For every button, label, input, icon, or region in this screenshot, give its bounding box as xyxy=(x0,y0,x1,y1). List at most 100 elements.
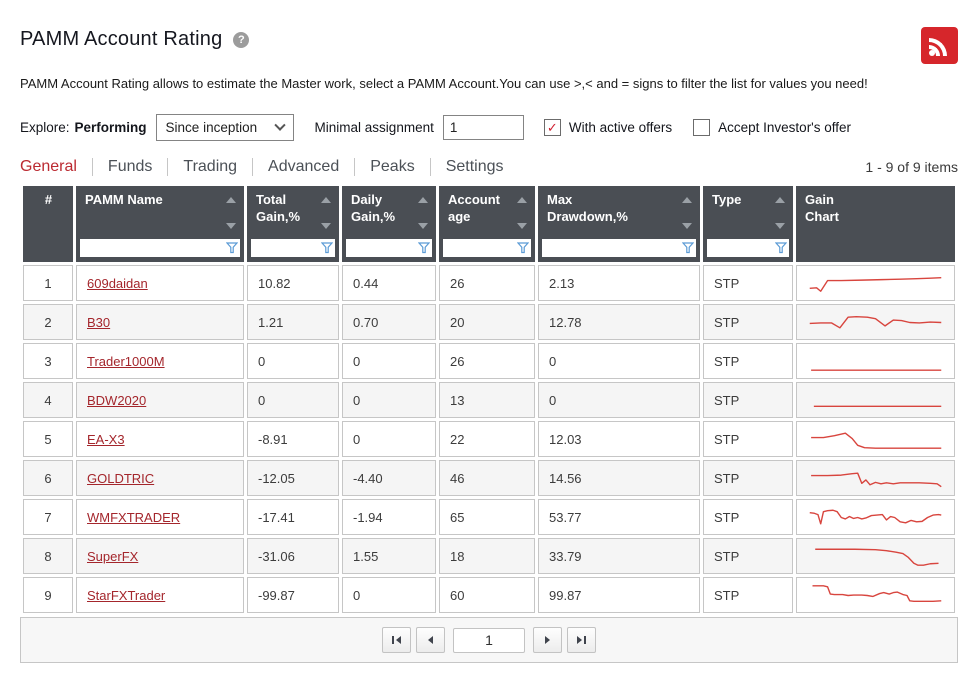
table-row: 7 WMFXTRADER -17.41 -1.94 65 53.77 STP xyxy=(23,499,955,535)
column-filter-input[interactable] xyxy=(707,240,775,256)
pamm-name-link[interactable]: 609daidan xyxy=(87,275,148,291)
sort-desc-icon[interactable] xyxy=(682,223,692,229)
first-page-button[interactable] xyxy=(382,627,411,653)
gain-sparkline xyxy=(807,347,944,376)
filter-funnel-icon[interactable] xyxy=(517,242,529,254)
row-number: 1 xyxy=(23,265,73,301)
filter-funnel-icon[interactable] xyxy=(226,242,238,254)
accept-investors-offer-checkbox[interactable] xyxy=(693,119,711,136)
sort-desc-icon[interactable] xyxy=(418,223,428,229)
column-header-daily-gain[interactable]: Daily Gain,% xyxy=(342,186,436,262)
prev-page-button[interactable] xyxy=(416,627,445,653)
column-filter-input[interactable] xyxy=(542,240,682,256)
pamm-name-link[interactable]: B30 xyxy=(87,314,111,330)
pamm-name-link[interactable]: Trader1000M xyxy=(87,353,165,369)
tab-funds[interactable]: Funds xyxy=(107,158,153,175)
pamm-name-cell: 609daidan xyxy=(76,265,244,301)
type-cell: STP xyxy=(703,538,793,574)
type-cell: STP xyxy=(703,382,793,418)
chevron-down-icon xyxy=(273,119,286,131)
tab-advanced[interactable]: Advanced xyxy=(268,158,340,175)
tab-peaks[interactable]: Peaks xyxy=(370,158,415,175)
filter-funnel-icon[interactable] xyxy=(321,242,333,254)
tabs: General Funds Trading Advanced Peaks Settings xyxy=(20,158,519,176)
page-description: PAMM Account Rating allows to estimate t… xyxy=(20,76,868,91)
next-page-button[interactable] xyxy=(533,627,562,653)
sort-desc-icon[interactable] xyxy=(517,223,527,229)
help-icon[interactable]: ? xyxy=(233,31,250,48)
pamm-name-link[interactable]: WMFXTRADER xyxy=(87,509,181,525)
pamm-name-link[interactable]: SuperFX xyxy=(87,548,139,564)
tab-separator xyxy=(354,158,356,176)
sort-asc-icon[interactable] xyxy=(321,197,331,203)
gain-sparkline xyxy=(807,269,944,298)
row-number: 8 xyxy=(23,538,73,574)
column-header-total-gain[interactable]: Total Gain,% xyxy=(247,186,339,262)
daily-gain-cell: 0 xyxy=(342,382,436,418)
sort-asc-icon[interactable] xyxy=(517,197,527,203)
max-drawdown-cell: 2.13 xyxy=(538,265,700,301)
row-number: 7 xyxy=(23,499,73,535)
daily-gain-cell: 0.70 xyxy=(342,304,436,340)
filter-funnel-icon[interactable] xyxy=(775,242,787,254)
pamm-name-cell: WMFXTRADER xyxy=(76,499,244,535)
column-filter-input[interactable] xyxy=(443,240,517,256)
daily-gain-cell: 1.55 xyxy=(342,538,436,574)
page-number-input[interactable]: 1 xyxy=(453,627,525,653)
filter-funnel-icon[interactable] xyxy=(418,242,430,254)
column-header-account-age[interactable]: Account age xyxy=(439,186,535,262)
column-filter-input[interactable] xyxy=(251,240,321,256)
pamm-name-link[interactable]: BDW2020 xyxy=(87,392,147,408)
sort-desc-icon[interactable] xyxy=(775,223,785,229)
daily-gain-cell: -4.40 xyxy=(342,460,436,496)
column-header-pamm-name[interactable]: PAMM Name xyxy=(76,186,244,262)
table-row: 1 609daidan 10.82 0.44 26 2.13 STP xyxy=(23,265,955,301)
with-active-offers-checkbox[interactable]: ✓ xyxy=(543,119,561,136)
pamm-name-link[interactable]: StarFXTrader xyxy=(87,587,166,603)
table-body: 1 609daidan 10.82 0.44 26 2.13 STP 2 B30 1.21 0.70… xyxy=(23,265,955,613)
gain-chart-cell xyxy=(796,265,955,301)
column-header-max-drawdown[interactable]: Max Drawdown,% xyxy=(538,186,700,262)
sort-asc-icon[interactable] xyxy=(226,197,236,203)
tab-separator xyxy=(167,158,169,176)
filter-box xyxy=(80,239,240,257)
sort-desc-icon[interactable] xyxy=(321,223,331,229)
period-select[interactable]: Since inception xyxy=(155,114,294,141)
minimal-assignment-input[interactable] xyxy=(442,115,524,140)
total-gain-cell: 0 xyxy=(247,343,339,379)
filter-box xyxy=(251,239,335,257)
row-number: 6 xyxy=(23,460,73,496)
tab-trading[interactable]: Trading xyxy=(183,158,238,175)
pamm-name-link[interactable]: GOLDTRIC xyxy=(87,470,155,486)
column-header-number: # xyxy=(23,186,73,262)
with-active-offers-group: ✓ With active offers xyxy=(543,119,673,136)
sort-asc-icon[interactable] xyxy=(682,197,692,203)
type-cell: STP xyxy=(703,265,793,301)
column-header-type[interactable]: Type xyxy=(703,186,793,262)
total-gain-cell: 0 xyxy=(247,382,339,418)
sort-asc-icon[interactable] xyxy=(775,197,785,203)
column-header-gain-chart: Gain Chart xyxy=(796,186,955,262)
max-drawdown-cell: 99.87 xyxy=(538,577,700,613)
with-active-offers-label: With active offers xyxy=(568,120,673,135)
max-drawdown-cell: 12.78 xyxy=(538,304,700,340)
gain-chart-cell xyxy=(796,343,955,379)
sort-asc-icon[interactable] xyxy=(418,197,428,203)
filter-box xyxy=(443,239,531,257)
column-filter-input[interactable] xyxy=(346,240,418,256)
tab-settings[interactable]: Settings xyxy=(445,158,504,175)
pamm-name-link[interactable]: EA-X3 xyxy=(87,431,125,447)
pamm-name-cell: B30 xyxy=(76,304,244,340)
rss-icon[interactable] xyxy=(921,27,958,64)
sort-desc-icon[interactable] xyxy=(226,223,236,229)
tab-general[interactable]: General xyxy=(20,158,77,175)
gain-sparkline xyxy=(807,425,944,454)
gain-chart-cell xyxy=(796,460,955,496)
row-number: 5 xyxy=(23,421,73,457)
last-page-button[interactable] xyxy=(567,627,596,653)
gain-sparkline xyxy=(807,581,944,610)
gain-sparkline xyxy=(807,503,944,532)
first-page-icon xyxy=(392,636,394,644)
column-filter-input[interactable] xyxy=(80,240,226,256)
filter-funnel-icon[interactable] xyxy=(682,242,694,254)
